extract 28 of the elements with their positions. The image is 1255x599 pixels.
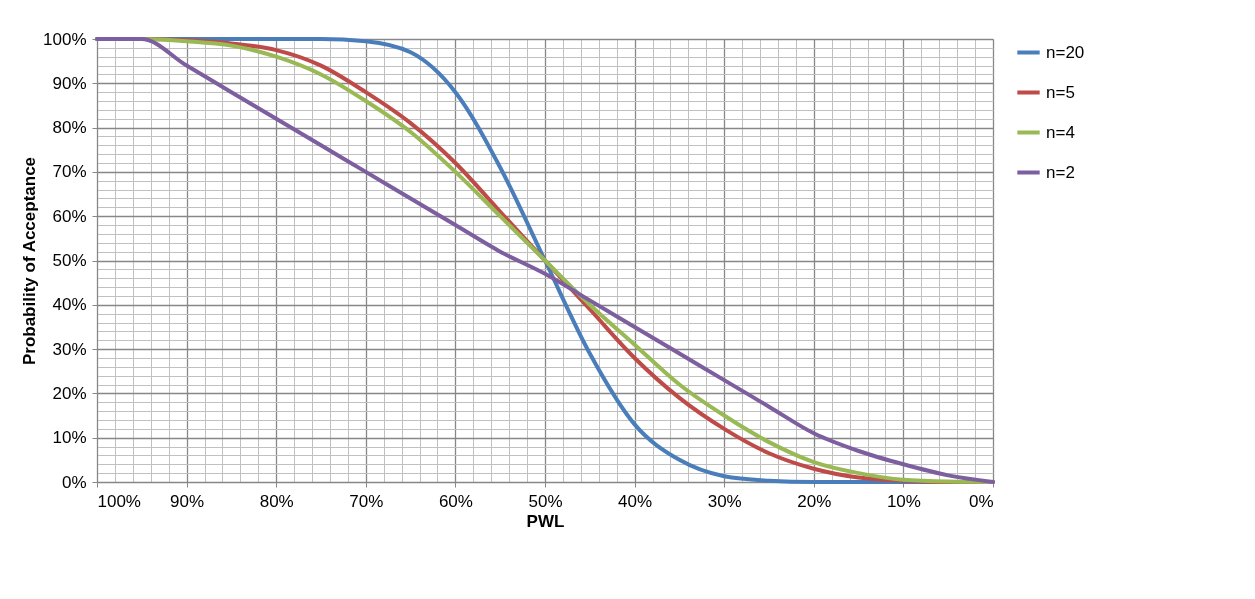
x-tick-label: 50% — [528, 491, 563, 511]
legend-label: n=4 — [1046, 122, 1075, 142]
legend-label: n=2 — [1046, 162, 1075, 182]
x-tick-label: 80% — [259, 491, 294, 511]
legend-label: n=5 — [1046, 82, 1075, 102]
x-tick-label: 20% — [797, 491, 832, 511]
y-tick-label: 0% — [61, 472, 87, 492]
y-axis-title: Probability of Acceptance — [20, 156, 40, 366]
y-tick-label: 60% — [52, 206, 87, 226]
y-tick-label: 70% — [52, 162, 87, 182]
x-tick-label: 70% — [349, 491, 384, 511]
x-axis-title: PWL — [526, 511, 565, 531]
x-tick-label: 30% — [707, 491, 742, 511]
x-tick-label: 60% — [438, 491, 473, 511]
x-tick-label: 0% — [968, 491, 994, 511]
x-tick-label: 90% — [170, 491, 205, 511]
y-tick-label: 40% — [52, 295, 87, 315]
x-tick-label: 100% — [97, 491, 141, 511]
y-tick-label: 10% — [52, 428, 87, 448]
y-tick-label: 20% — [52, 383, 87, 403]
legend-label: n=20 — [1046, 42, 1085, 62]
y-tick-label: 30% — [52, 339, 87, 359]
x-tick-label: 10% — [886, 491, 921, 511]
y-tick-label: 80% — [52, 118, 87, 138]
x-tick-label: 40% — [618, 491, 653, 511]
y-tick-label: 50% — [52, 251, 87, 270]
y-tick-label: 90% — [52, 73, 87, 93]
y-tick-label: 100% — [43, 29, 87, 49]
